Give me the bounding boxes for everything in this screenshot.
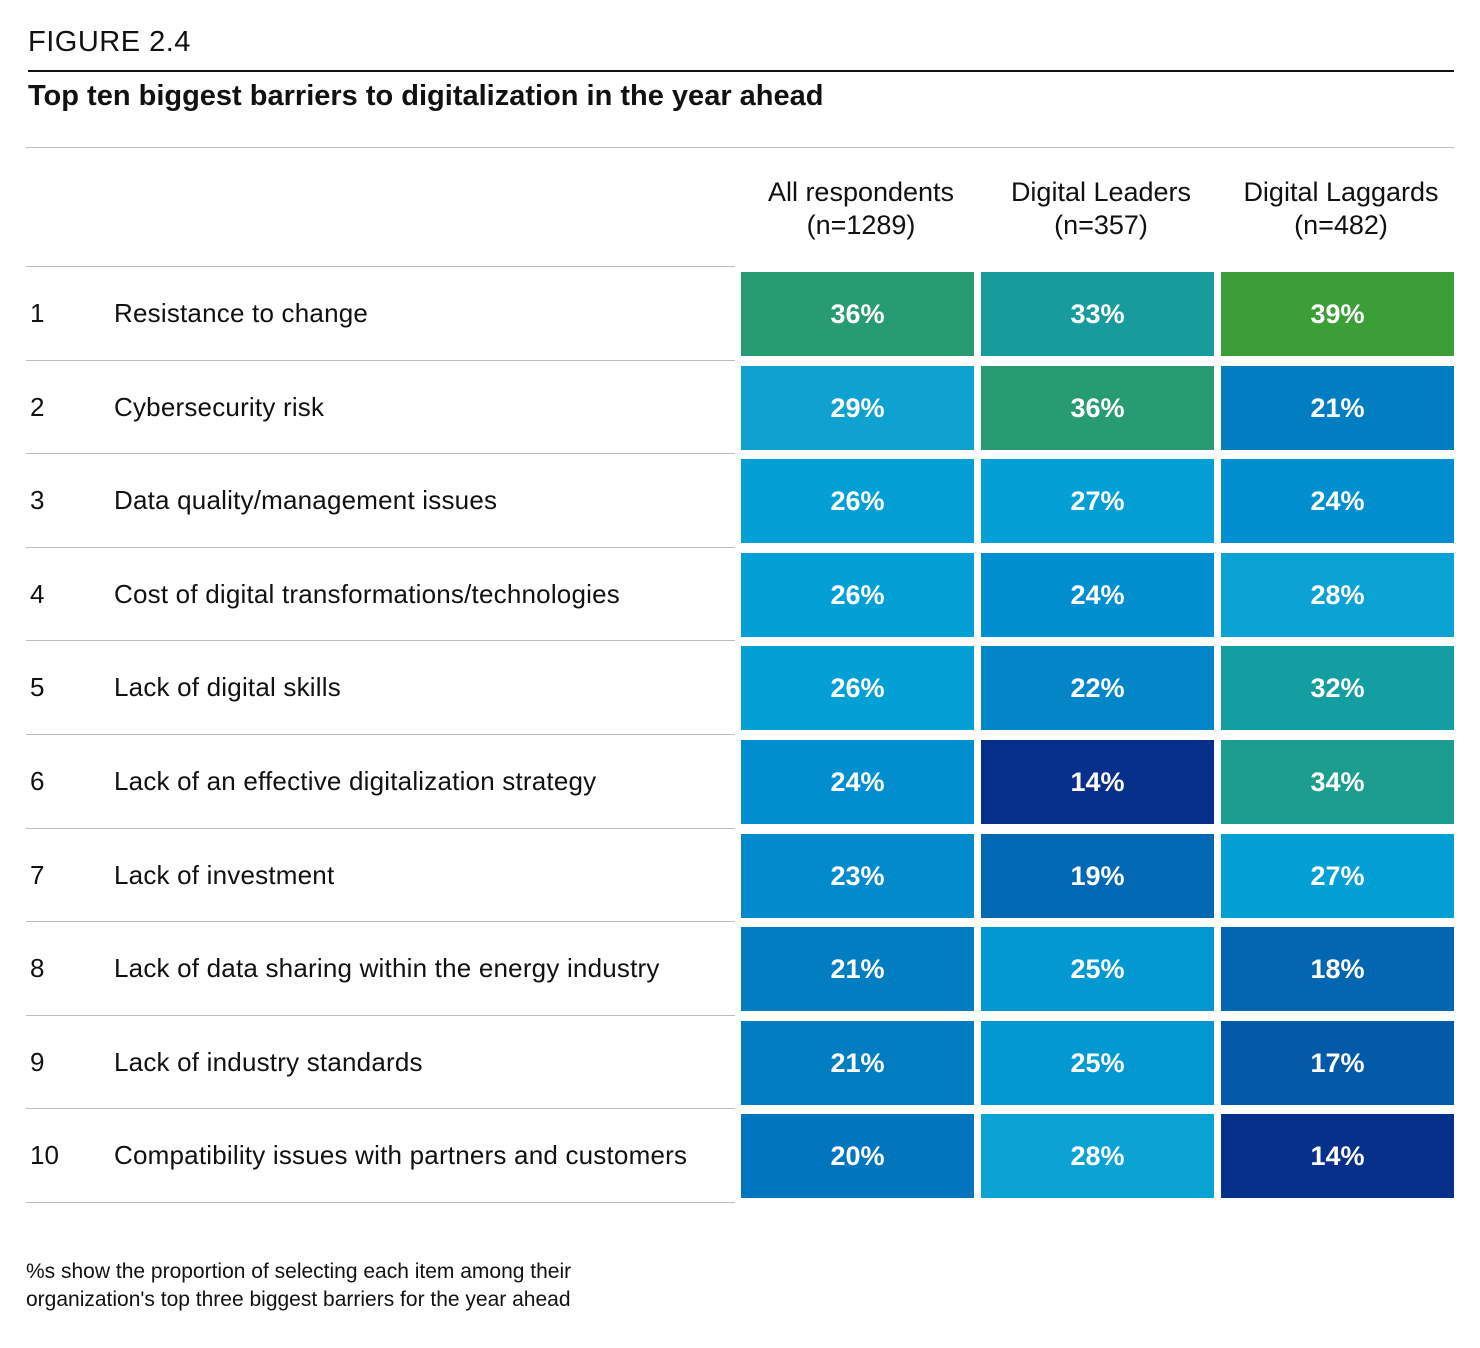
heatmap-cell: 32% bbox=[1221, 646, 1454, 730]
row-divider bbox=[26, 1015, 735, 1016]
row-rank: 1 bbox=[30, 298, 45, 328]
heatmap-cell: 19% bbox=[981, 834, 1214, 918]
heatmap-cell: 28% bbox=[981, 1114, 1214, 1198]
row-divider bbox=[26, 547, 735, 548]
row-divider bbox=[26, 734, 735, 735]
heatmap-cell: 34% bbox=[1221, 740, 1454, 824]
column-header-line: Digital Laggards bbox=[1243, 177, 1439, 207]
footnote-line: %s show the proportion of selecting each… bbox=[26, 1260, 572, 1283]
row-label: Lack of digital skills bbox=[114, 672, 341, 702]
row-label: Data quality/management issues bbox=[114, 485, 498, 515]
row-rank: 10 bbox=[30, 1140, 59, 1170]
row-rank: 5 bbox=[30, 672, 45, 702]
heatmap-cell: 24% bbox=[981, 553, 1214, 637]
heatmap-cell: 26% bbox=[741, 646, 974, 730]
column-header-line: (n=482) bbox=[1294, 210, 1388, 240]
column-header-line: (n=357) bbox=[1054, 210, 1148, 240]
heatmap-cell: 21% bbox=[1221, 366, 1454, 450]
row-rank: 8 bbox=[30, 953, 45, 983]
heatmap-cell: 24% bbox=[741, 740, 974, 824]
column-header-all: All respondents (n=1289) bbox=[741, 176, 981, 242]
row-rank: 7 bbox=[30, 860, 45, 890]
column-header-laggards: Digital Laggards (n=482) bbox=[1221, 176, 1461, 242]
heatmap-cell: 26% bbox=[741, 553, 974, 637]
row-label: Lack of industry standards bbox=[114, 1047, 423, 1077]
row-label: Resistance to change bbox=[114, 298, 369, 328]
row-divider bbox=[26, 360, 735, 361]
heatmap-cell: 27% bbox=[1221, 834, 1454, 918]
row-divider bbox=[26, 1108, 735, 1109]
heatmap-cell: 24% bbox=[1221, 459, 1454, 543]
row-label: Cybersecurity risk bbox=[114, 392, 325, 422]
heatmap-cell: 25% bbox=[981, 1021, 1214, 1105]
row-divider bbox=[26, 828, 735, 829]
heatmap-cell: 36% bbox=[741, 272, 974, 356]
row-label: Lack of investment bbox=[114, 860, 335, 890]
row-label: Lack of data sharing within the energy i… bbox=[114, 953, 660, 983]
row-label: Lack of an effective digitalization stra… bbox=[114, 766, 597, 796]
row-divider bbox=[26, 453, 735, 454]
footnote: %s show the proportion of selecting each… bbox=[26, 1258, 571, 1314]
row-label: Cost of digital transformations/technolo… bbox=[114, 579, 620, 609]
heatmap-cell: 25% bbox=[981, 927, 1214, 1011]
heatmap-cell: 27% bbox=[981, 459, 1214, 543]
column-header-line: All respondents bbox=[767, 177, 955, 207]
footnote-line: organization's top three biggest barrier… bbox=[26, 1288, 571, 1311]
heatmap-cell: 14% bbox=[1221, 1114, 1454, 1198]
heatmap-cell: 36% bbox=[981, 366, 1214, 450]
chart-title: Top ten biggest barriers to digitalizati… bbox=[28, 80, 824, 112]
column-header-leaders: Digital Leaders (n=357) bbox=[981, 176, 1221, 242]
heatmap-cell: 21% bbox=[741, 1021, 974, 1105]
heatmap-cell: 23% bbox=[741, 834, 974, 918]
row-rank: 2 bbox=[30, 392, 45, 422]
heatmap-cell: 14% bbox=[981, 740, 1214, 824]
title-rule bbox=[28, 70, 1454, 72]
row-rank: 4 bbox=[30, 579, 45, 609]
column-header-line: Digital Leaders bbox=[1010, 177, 1192, 207]
row-divider bbox=[26, 1202, 735, 1203]
heatmap-cell: 28% bbox=[1221, 553, 1454, 637]
heatmap-cell: 20% bbox=[741, 1114, 974, 1198]
figure-label: FIGURE 2.4 bbox=[28, 26, 191, 58]
row-divider bbox=[26, 266, 735, 267]
row-divider bbox=[26, 640, 735, 641]
row-label: Compatibility issues with partners and c… bbox=[114, 1140, 688, 1170]
heatmap-cell: 26% bbox=[741, 459, 974, 543]
row-rank: 9 bbox=[30, 1047, 45, 1077]
heatmap-cell: 17% bbox=[1221, 1021, 1454, 1105]
heatmap-cell: 29% bbox=[741, 366, 974, 450]
row-rank: 6 bbox=[30, 766, 45, 796]
column-header-line: (n=1289) bbox=[806, 210, 916, 240]
heatmap-cell: 33% bbox=[981, 272, 1214, 356]
header-rule bbox=[26, 147, 1454, 148]
row-rank: 3 bbox=[30, 485, 45, 515]
row-divider bbox=[26, 921, 735, 922]
heatmap-cell: 21% bbox=[741, 927, 974, 1011]
heatmap-cell: 18% bbox=[1221, 927, 1454, 1011]
heatmap-cell: 39% bbox=[1221, 272, 1454, 356]
heatmap-cell: 22% bbox=[981, 646, 1214, 730]
